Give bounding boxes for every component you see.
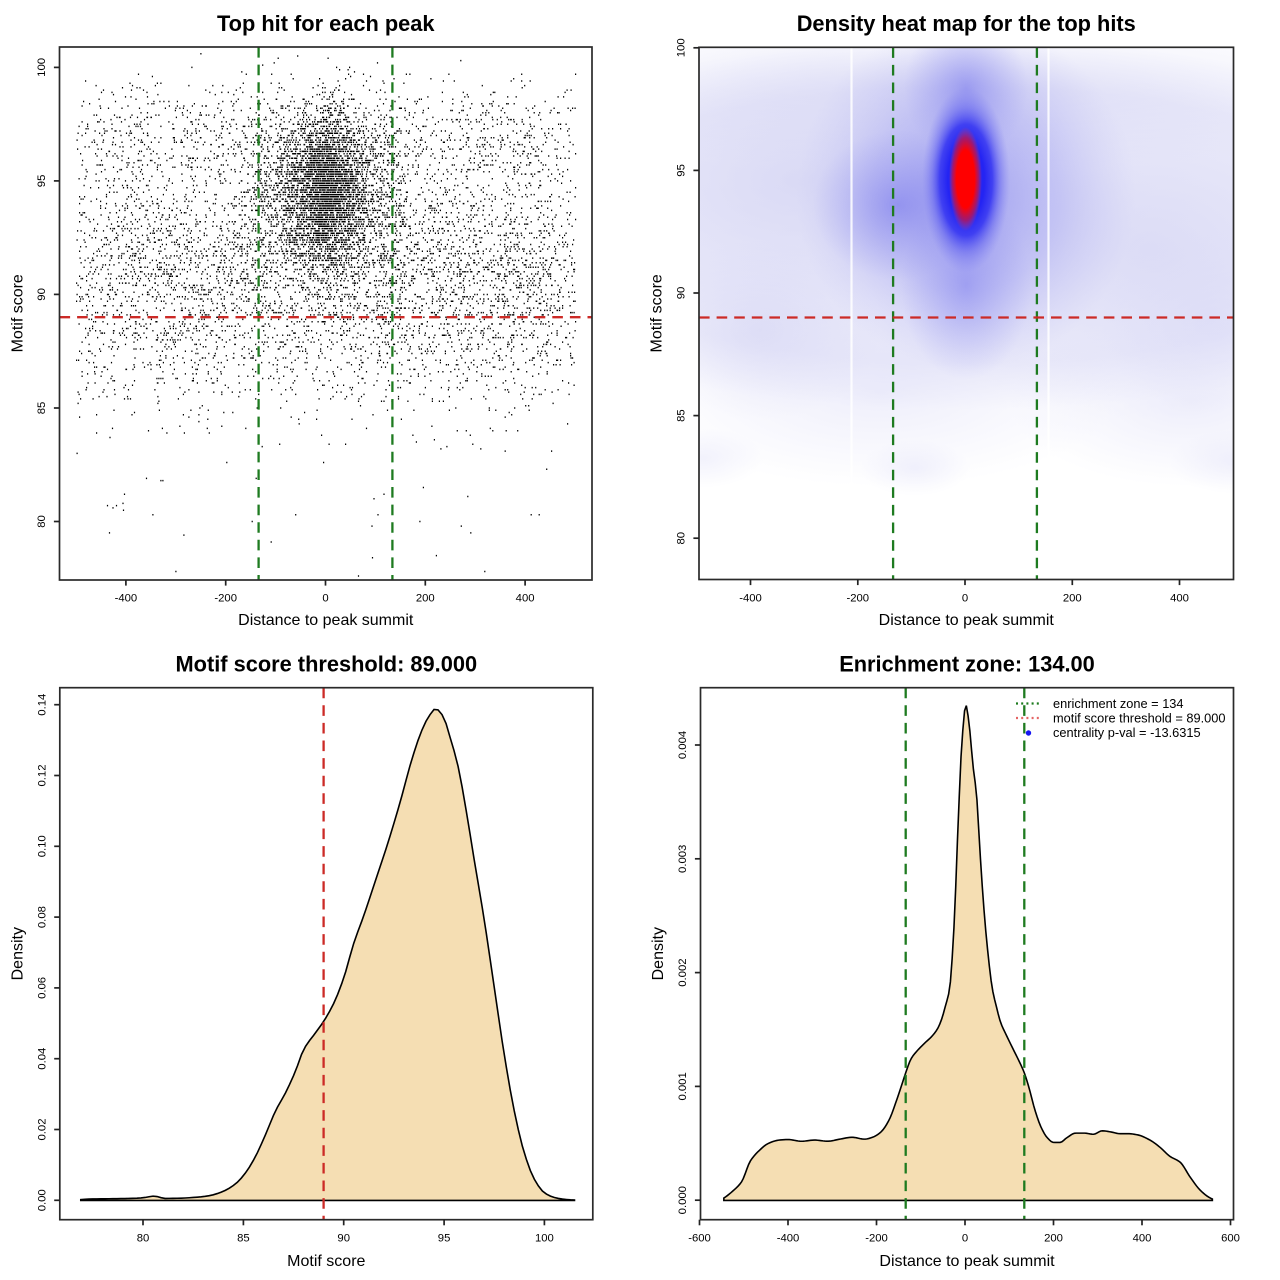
svg-text:0.12: 0.12	[36, 765, 48, 787]
svg-text:Distance to peak summit: Distance to peak summit	[879, 612, 1055, 629]
svg-text:Top hit for each peak: Top hit for each peak	[217, 11, 435, 36]
svg-text:0.004: 0.004	[677, 731, 689, 759]
svg-text:0.14: 0.14	[36, 694, 48, 716]
svg-text:95: 95	[36, 175, 48, 188]
svg-text:85: 85	[237, 1233, 250, 1245]
svg-text:85: 85	[676, 409, 688, 422]
svg-text:centrality p-val = -13.6315: centrality p-val = -13.6315	[1053, 725, 1201, 740]
svg-text:Density: Density	[650, 927, 667, 980]
svg-text:90: 90	[36, 288, 48, 301]
svg-text:Distance to peak summit: Distance to peak summit	[879, 1253, 1055, 1270]
svg-text:Density: Density	[10, 927, 27, 980]
svg-text:400: 400	[1170, 593, 1189, 605]
svg-text:-400: -400	[739, 593, 762, 605]
svg-text:0.10: 0.10	[36, 835, 48, 857]
svg-text:0.08: 0.08	[36, 906, 48, 928]
svg-text:0.001: 0.001	[677, 1072, 689, 1100]
svg-text:400: 400	[1133, 1233, 1152, 1245]
svg-text:-200: -200	[214, 593, 237, 605]
svg-text:-400: -400	[777, 1233, 800, 1245]
svg-text:Density heat map for the top h: Density heat map for the top hits	[797, 11, 1136, 36]
svg-text:100: 100	[535, 1233, 554, 1245]
svg-text:Motif score: Motif score	[649, 274, 666, 352]
svg-text:enrichment zone = 134: enrichment zone = 134	[1053, 696, 1184, 711]
svg-text:-600: -600	[688, 1233, 711, 1245]
svg-text:-200: -200	[846, 593, 869, 605]
svg-text:85: 85	[36, 402, 48, 415]
svg-text:600: 600	[1221, 1233, 1240, 1245]
svg-text:100: 100	[36, 58, 48, 77]
svg-text:200: 200	[1044, 1233, 1063, 1245]
svg-text:0: 0	[962, 1233, 968, 1245]
svg-text:200: 200	[1063, 593, 1082, 605]
svg-text:90: 90	[337, 1233, 350, 1245]
svg-text:80: 80	[36, 515, 48, 528]
svg-text:Enrichment zone: 134.00: Enrichment zone: 134.00	[839, 652, 1095, 677]
svg-text:0.02: 0.02	[36, 1119, 48, 1141]
svg-text:-200: -200	[865, 1233, 888, 1245]
svg-text:Motif score threshold: 89.000: Motif score threshold: 89.000	[175, 652, 477, 677]
svg-text:0.002: 0.002	[677, 958, 689, 986]
svg-text:Motif score: Motif score	[9, 274, 26, 352]
svg-text:0: 0	[322, 593, 328, 605]
svg-text:-400: -400	[115, 593, 138, 605]
svg-text:400: 400	[516, 593, 535, 605]
svg-text:Distance to peak summit: Distance to peak summit	[238, 612, 414, 629]
svg-text:90: 90	[676, 287, 688, 300]
svg-text:95: 95	[438, 1233, 451, 1245]
svg-text:0.04: 0.04	[36, 1048, 48, 1070]
svg-text:0: 0	[962, 593, 968, 605]
svg-text:0.003: 0.003	[677, 845, 689, 873]
svg-text:0.000: 0.000	[677, 1186, 689, 1214]
svg-text:0.00: 0.00	[36, 1189, 48, 1211]
svg-text:100: 100	[676, 38, 688, 57]
svg-text:Motif score: Motif score	[287, 1253, 365, 1270]
svg-text:0.06: 0.06	[36, 977, 48, 999]
svg-text:80: 80	[137, 1233, 150, 1245]
svg-text:95: 95	[676, 164, 688, 177]
svg-text:motif score threshold = 89.000: motif score threshold = 89.000	[1053, 711, 1226, 726]
svg-text:200: 200	[416, 593, 435, 605]
svg-text:80: 80	[676, 532, 688, 545]
